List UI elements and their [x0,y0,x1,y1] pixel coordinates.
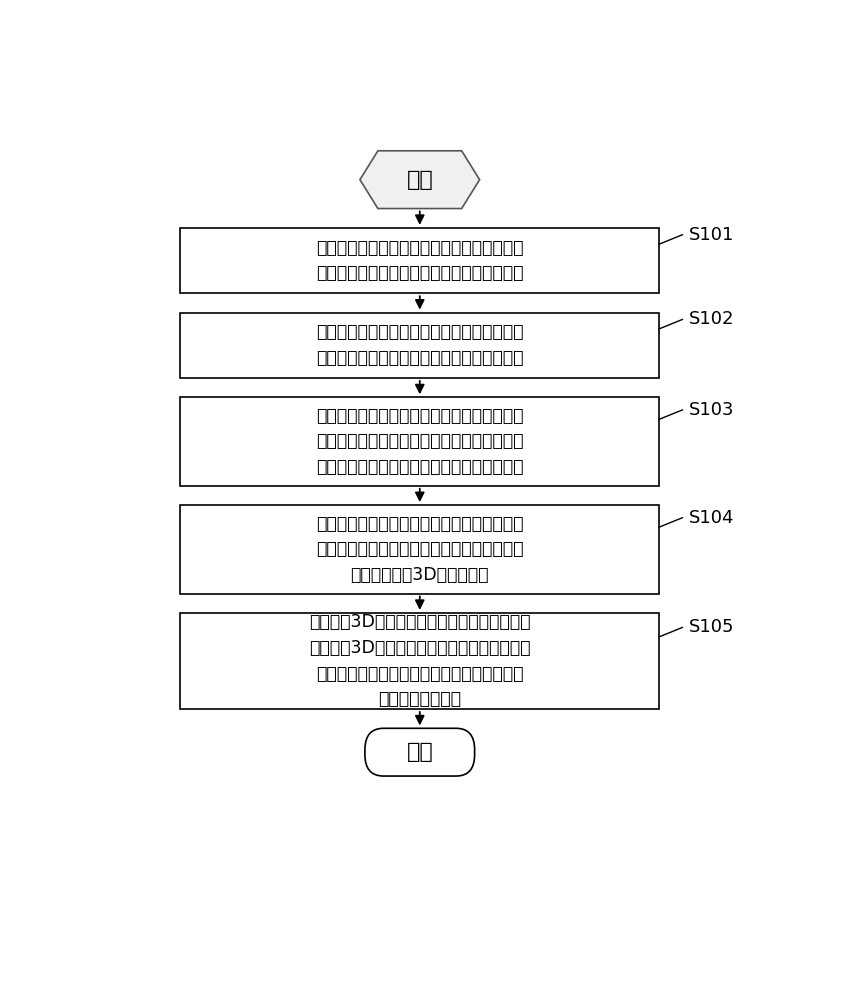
FancyBboxPatch shape [180,312,659,378]
FancyBboxPatch shape [365,728,474,776]
Text: 将原始左、右声道的音频信号叠加后的音频信
号进行低频段低通滤波，获得低频背景声信号: 将原始左、右声道的音频信号叠加后的音频信 号进行低频段低通滤波，获得低频背景声信… [316,323,523,367]
FancyBboxPatch shape [180,228,659,293]
Text: 将所述中、低频背景声信号分别进行随机延迟
处理，将处理后的信号进行叠加，正向输出成
第一左声音信号，反向输出成第一右声音信号: 将所述中、低频背景声信号分别进行随机延迟 处理，将处理后的信号进行叠加，正向输出… [316,407,523,476]
Text: 结束: 结束 [407,742,433,762]
Text: 开始: 开始 [407,170,433,190]
Text: S104: S104 [689,509,734,527]
Polygon shape [360,151,480,209]
FancyBboxPatch shape [180,613,659,709]
Text: S103: S103 [689,401,734,419]
Text: 将左环绕3D环境背景声与原始左声道音频信号
、右环绕3D环境背景声与原始右声道音频信号
进行叠加处理，形成具有良好环绕立体感的左
、右输出声音信号: 将左环绕3D环境背景声与原始左声道音频信号 、右环绕3D环境背景声与原始右声道音… [309,613,530,708]
FancyBboxPatch shape [180,505,659,594]
FancyBboxPatch shape [180,397,659,486]
Text: 对所述第一左、右声音信号分别与头部相关传
输函数卷积进行虚拟定位处理，分别获得对应
的左、右环绕3D环境背景声: 对所述第一左、右声音信号分别与头部相关传 输函数卷积进行虚拟定位处理，分别获得对… [316,515,523,584]
Text: 将原始左、右声道的音频信号相减后的音频信
号进行中频段带通滤波，获得中频背景声信号: 将原始左、右声道的音频信号相减后的音频信 号进行中频段带通滤波，获得中频背景声信… [316,239,523,282]
Text: S102: S102 [689,310,734,328]
Text: S101: S101 [689,226,734,244]
Text: S105: S105 [689,618,734,636]
